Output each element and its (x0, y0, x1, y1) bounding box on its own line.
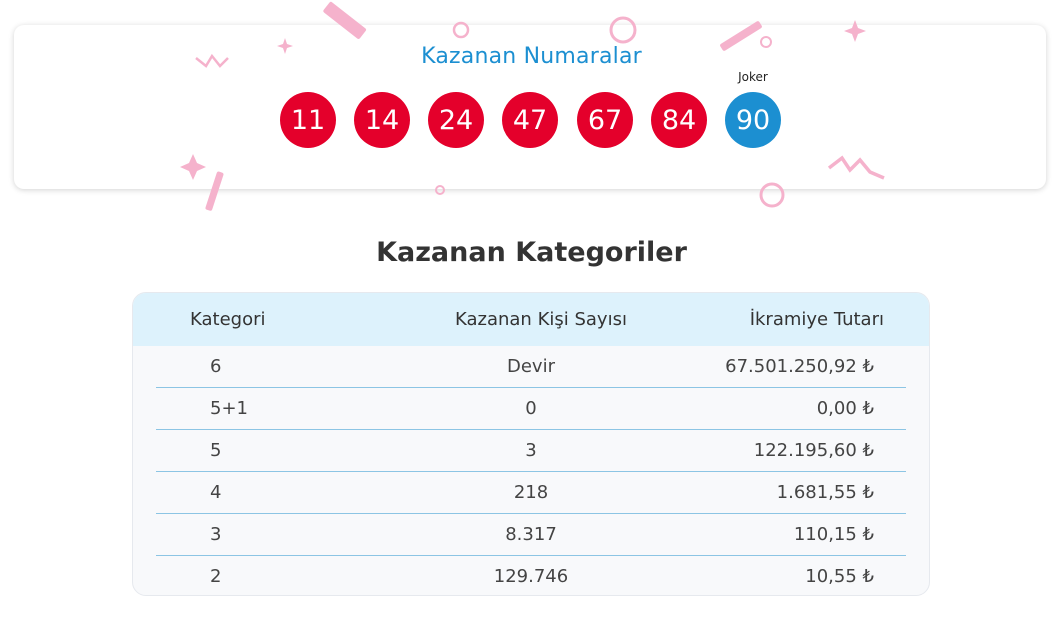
number-ball: 11 (280, 92, 336, 148)
header-winners: Kazanan Kişi Sayısı (455, 309, 627, 330)
cell-winners: 8.317 (505, 524, 557, 545)
cell-category: 6 (210, 356, 222, 377)
table-row: 6 Devir 67.501.250,92 ₺ (156, 346, 906, 388)
number-ball: 24 (428, 92, 484, 148)
cell-prize: 10,55 ₺ (805, 566, 874, 587)
table-row: 5 3 122.195,60 ₺ (156, 430, 906, 472)
cell-category: 4 (210, 482, 222, 503)
cell-prize: 67.501.250,92 ₺ (725, 356, 874, 377)
cell-winners: 3 (525, 440, 537, 461)
table-row: 5+1 0 0,00 ₺ (156, 388, 906, 430)
cell-prize: 110,15 ₺ (793, 524, 874, 545)
cell-winners: Devir (507, 356, 555, 377)
cell-category: 2 (210, 566, 222, 587)
number-ball: 14 (354, 92, 410, 148)
joker-ball: 90 (725, 92, 781, 148)
cell-category: 5+1 (210, 398, 248, 419)
cell-category: 3 (210, 524, 222, 545)
table-row: 2 129.746 10,55 ₺ (156, 556, 906, 595)
header-prize: İkramiye Tutarı (749, 309, 884, 330)
number-ball: 84 (651, 92, 707, 148)
table-header: Kategori Kazanan Kişi Sayısı İkramiye Tu… (133, 293, 929, 346)
joker-label: Joker (738, 70, 768, 84)
cell-winners: 129.746 (493, 566, 569, 587)
categories-table: Kategori Kazanan Kişi Sayısı İkramiye Tu… (132, 292, 930, 596)
cell-winners: 0 (525, 398, 537, 419)
table-row: 4 218 1.681,55 ₺ (156, 472, 906, 514)
cell-prize: 122.195,60 ₺ (753, 440, 874, 461)
cell-prize: 0,00 ₺ (816, 398, 874, 419)
winning-categories-title: Kazanan Kategoriler (376, 237, 687, 268)
winning-numbers-title: Kazanan Numaralar (421, 44, 642, 69)
number-ball: 47 (502, 92, 558, 148)
header-category: Kategori (190, 309, 266, 330)
cell-winners: 218 (513, 482, 549, 503)
number-ball: 67 (577, 92, 633, 148)
table-row: 3 8.317 110,15 ₺ (156, 514, 906, 556)
cell-prize: 1.681,55 ₺ (776, 482, 874, 503)
cell-category: 5 (210, 440, 222, 461)
